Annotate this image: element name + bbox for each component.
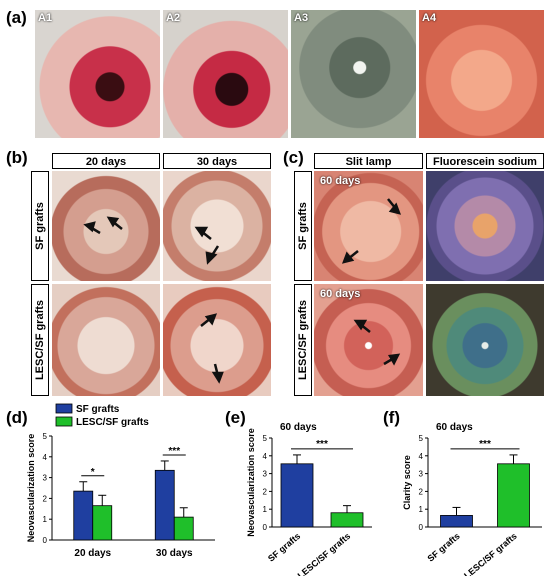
- bar-sf: [440, 515, 473, 528]
- photo-label-a3: A3: [294, 12, 309, 24]
- x-tick-label: SF grafts: [266, 531, 302, 564]
- y-tick-label: 1: [263, 505, 268, 514]
- x-tick-label: LESC/SF grafts: [462, 531, 519, 576]
- x-tick-label: SF grafts: [425, 531, 461, 564]
- eye-photo-b-lesc-20: [52, 284, 160, 396]
- eye-photo-c-lesc-slit: 60 days: [314, 284, 423, 396]
- y-tick-label: 5: [419, 434, 424, 443]
- bar-sf: [154, 469, 175, 541]
- significance-label: ***: [316, 439, 328, 450]
- eye-photo-b-sf-20: [52, 171, 160, 281]
- eye-photo-c-sf-fluorescein: [426, 171, 544, 281]
- y-tick-label: 1: [419, 505, 424, 514]
- significance-label: ***: [168, 446, 180, 457]
- panel-letter-d: (d): [6, 408, 28, 427]
- day-label-c-sf: 60 days: [320, 175, 361, 187]
- photo-label-a2: A2: [166, 12, 181, 24]
- arrow-icons: [194, 226, 220, 265]
- y-tick-label: 3: [419, 470, 424, 479]
- eye-photo-b-lesc-30: [163, 284, 271, 396]
- surgery-photo-a4: A4: [419, 10, 544, 138]
- chart-title: 60 days: [436, 422, 473, 433]
- panel-c-row-header-lesc: LESC/SF grafts: [294, 284, 312, 396]
- surgery-photo-a2: A2: [163, 10, 288, 138]
- chart-d: 0 1 2 3 4 5 Neovascularization score 20 days * 30…: [26, 403, 215, 559]
- surgery-photo-a3: A3: [291, 10, 416, 138]
- bar-sf: [280, 463, 314, 528]
- y-tick-label: 2: [419, 487, 424, 496]
- significance-label: *: [91, 467, 95, 478]
- panel-c-row-header-sf: SF grafts: [294, 171, 312, 281]
- y-tick-label: 4: [43, 453, 48, 462]
- legend-label-sf: SF grafts: [76, 404, 120, 415]
- panel-b-col-header-30-days: 30 days: [163, 153, 271, 169]
- y-tick-label: 1: [43, 515, 48, 524]
- y-axis-label: Neovascularization score: [26, 434, 36, 543]
- y-tick-label: 3: [43, 474, 48, 483]
- panel-letter-f: (f): [383, 408, 400, 427]
- chart-title: 60 days: [280, 422, 317, 433]
- y-tick-label: 3: [263, 470, 268, 479]
- y-tick-label: 0: [263, 523, 268, 532]
- bar-lesc: [92, 505, 113, 541]
- y-axis-label: Clarity score: [402, 455, 412, 510]
- x-tick-label: 30 days: [156, 548, 193, 559]
- significance-label: ***: [479, 439, 491, 450]
- panel-b-row-label-lesc: LESC/SF grafts: [34, 299, 46, 381]
- eye-photo-b-sf-30: [163, 171, 271, 281]
- y-tick-label: 4: [419, 452, 424, 461]
- panel-c-row-label-sf: SF grafts: [297, 202, 309, 250]
- eye-photo-c-lesc-fluorescein: [426, 284, 544, 396]
- y-tick-label: 2: [43, 494, 48, 503]
- legend-swatch-sf: [55, 403, 73, 414]
- arrow-icons: [200, 313, 224, 384]
- panel-c-row-label-lesc: LESC/SF grafts: [297, 299, 309, 381]
- arrow-icons: [83, 216, 123, 235]
- chart-f: 0 1 2 3 4 5 Clarity score 60 days SF grafts LESC/…: [402, 422, 542, 576]
- y-tick-label: 0: [419, 523, 424, 532]
- bar-sf: [73, 490, 94, 541]
- panel-letter-e: (e): [225, 408, 246, 427]
- x-tick-label: 20 days: [74, 548, 111, 559]
- x-tick-label: LESC/SF grafts: [296, 531, 353, 576]
- panel-letter-a: (a): [6, 8, 27, 27]
- panel-b-col-header-20-days: 20 days: [52, 153, 160, 169]
- legend-label-lesc: LESC/SF grafts: [76, 417, 149, 428]
- chart-e: 0 1 2 3 4 5 Neovascularization score 60 days SF …: [246, 422, 372, 576]
- bar-lesc: [497, 463, 530, 528]
- eye-photo-c-sf-slit: 60 days: [314, 171, 423, 281]
- day-label-c-lesc: 60 days: [320, 288, 361, 300]
- bar-lesc: [330, 512, 364, 528]
- arrow-icons: [341, 198, 402, 264]
- y-tick-label: 0: [43, 536, 48, 545]
- arrow-icons: [353, 319, 401, 366]
- y-tick-label: 5: [43, 432, 48, 441]
- y-tick-label: 2: [263, 487, 268, 496]
- panel-b-row-label-sf: SF grafts: [34, 202, 46, 250]
- y-axis-label: Neovascularization score: [246, 428, 256, 537]
- photo-label-a4: A4: [422, 12, 437, 24]
- panel-letter-c: (c): [283, 148, 304, 167]
- panel-letter-b: (b): [6, 148, 28, 167]
- panel-c-col-header-fluorescein: Fluorescein sodium: [426, 153, 544, 169]
- surgery-photo-a1: A1: [35, 10, 160, 138]
- panel-c-col-header-slit-lamp: Slit lamp: [314, 153, 423, 169]
- legend-swatch-lesc: [55, 416, 73, 427]
- bar-lesc: [173, 516, 194, 541]
- y-tick-label: 4: [263, 452, 268, 461]
- panel-b-row-header-sf: SF grafts: [31, 171, 49, 281]
- panel-b-row-header-lesc: LESC/SF grafts: [31, 284, 49, 396]
- y-tick-label: 5: [263, 434, 268, 443]
- photo-label-a1: A1: [38, 12, 53, 24]
